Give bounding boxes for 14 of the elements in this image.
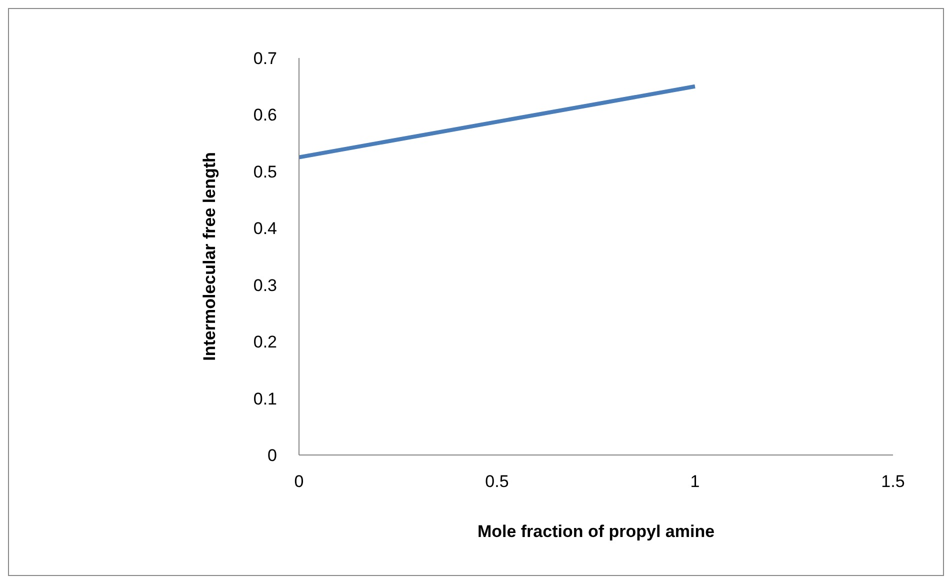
y-tick-label: 0.1 [253,389,277,408]
x-tick-label: 0 [294,472,304,492]
y-axis-title: Intermolecular free length [200,152,220,361]
y-tick-label: 0.2 [253,332,277,352]
x-tick-label: 1 [690,472,700,492]
y-tick-label: 0.5 [253,162,277,182]
y-tick-label: 0.7 [253,49,277,68]
y-tick-label: 0.3 [253,276,277,295]
x-axis-title: Mole fraction of propyl amine [477,522,715,541]
x-tick-label: 0.5 [485,472,509,492]
y-tick-label: 0.4 [253,219,277,238]
y-tick-label: 0.6 [253,106,277,125]
y-tick-label: 0 [268,446,277,466]
x-tick-label: 1.5 [881,472,905,492]
